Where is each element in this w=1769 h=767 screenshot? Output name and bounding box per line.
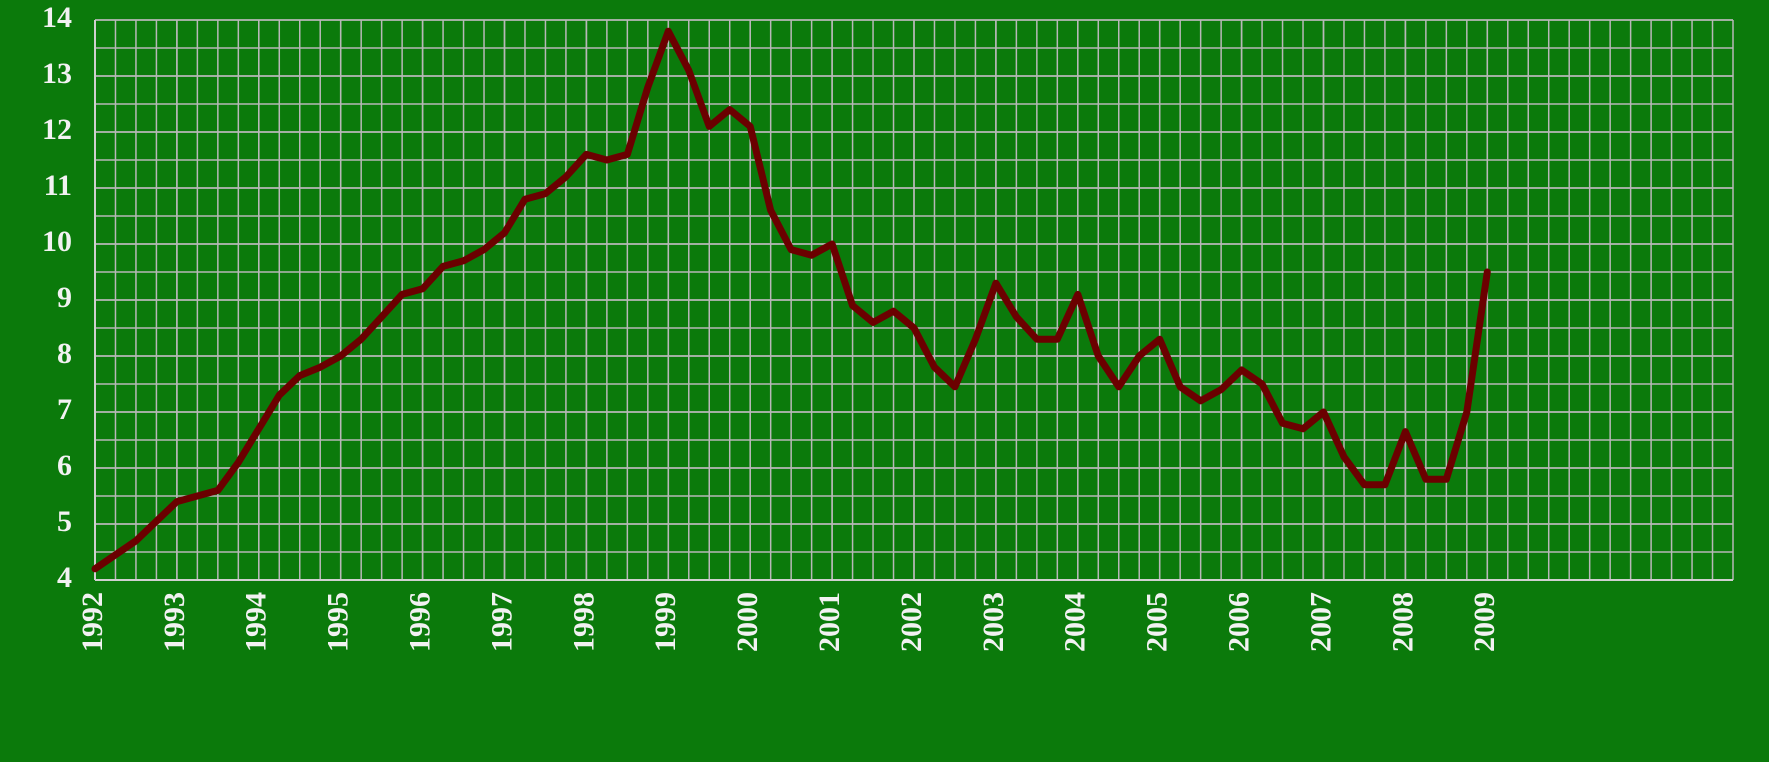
x-tick-label: 1997 (485, 592, 518, 652)
x-tick-label: 1999 (649, 592, 682, 652)
y-tick-label: 14 (42, 1, 72, 34)
x-tick-label: 2003 (977, 592, 1010, 652)
y-tick-label: 8 (57, 337, 72, 370)
x-tick-label: 2001 (813, 592, 846, 652)
x-tick-label: 2006 (1222, 592, 1255, 652)
y-tick-label: 4 (57, 561, 72, 594)
x-tick-label: 1996 (403, 592, 436, 652)
y-tick-label: 5 (57, 505, 72, 538)
x-tick-label: 2007 (1304, 592, 1337, 652)
x-tick-label: 2000 (731, 592, 764, 652)
x-tick-label: 2008 (1386, 592, 1419, 652)
y-tick-label: 7 (57, 393, 72, 426)
x-tick-label: 2004 (1059, 592, 1092, 652)
x-tick-label: 1998 (567, 592, 600, 652)
data-line (91, 27, 1491, 573)
y-tick-label: 10 (42, 225, 72, 258)
x-tick-label: 2009 (1468, 592, 1501, 652)
x-tick-label: 1994 (240, 592, 273, 652)
x-tick-label: 1992 (76, 592, 109, 652)
x-tick-label: 1995 (322, 592, 355, 652)
x-tick-label: 1993 (158, 592, 191, 652)
y-tick-label: 12 (42, 113, 72, 146)
y-tick-label: 11 (44, 169, 72, 202)
x-tick-label: 2002 (895, 592, 928, 652)
y-tick-label: 13 (42, 57, 72, 90)
y-tick-label: 6 (57, 449, 72, 482)
y-tick-label: 9 (57, 281, 72, 314)
x-tick-label: 2005 (1141, 592, 1174, 652)
